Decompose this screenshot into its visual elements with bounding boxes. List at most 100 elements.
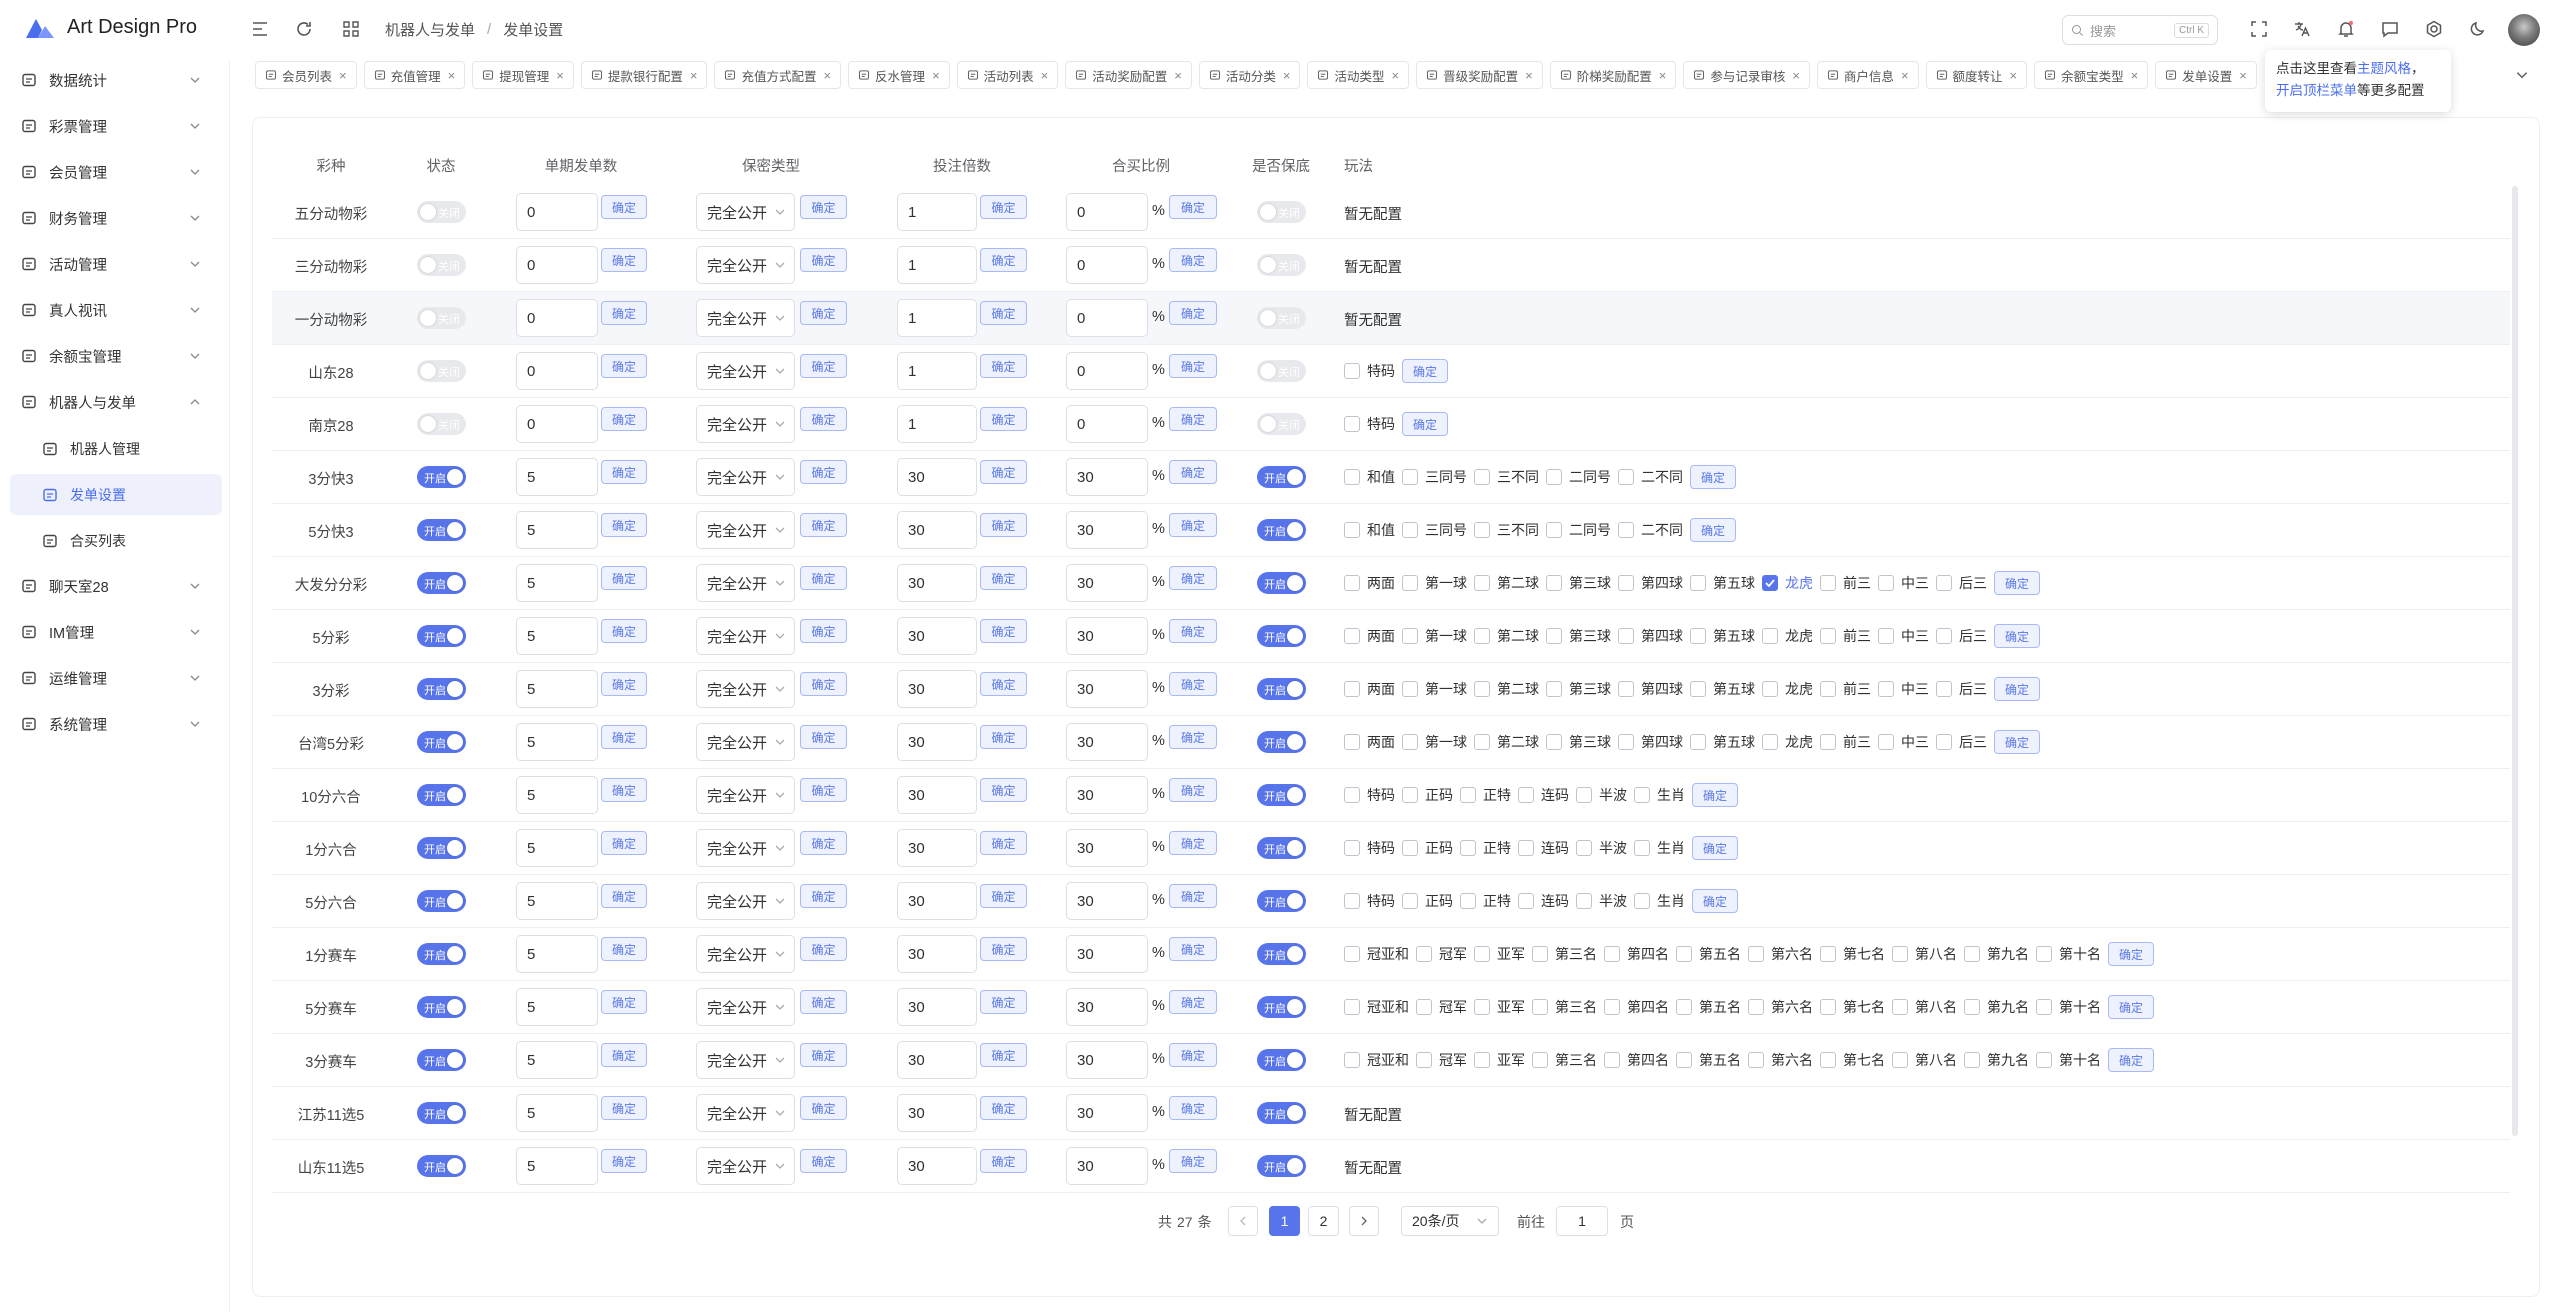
tab[interactable]: 充值管理 ×	[363, 61, 466, 89]
tab-close[interactable]: ×	[1525, 67, 1533, 83]
tab-close[interactable]: ×	[2239, 67, 2247, 83]
icon-path	[861, 73, 867, 77]
tab-close[interactable]: ×	[1658, 67, 1667, 83]
menu-item[interactable]: IM管理	[0, 612, 229, 652]
page-button[interactable]: 1	[1269, 1206, 1300, 1236]
scrollbar	[2512, 186, 2518, 1136]
notice-icon[interactable]	[2337, 20, 2355, 38]
fullscreen-icon[interactable]	[2250, 20, 2268, 38]
chevron	[190, 307, 200, 313]
tab-close[interactable]: ×	[1174, 67, 1182, 83]
tooltip-link[interactable]: 主题风格	[2357, 61, 2411, 76]
tab-close[interactable]: ×	[1040, 67, 1049, 83]
chevron	[190, 261, 200, 267]
menu-item[interactable]: 彩票管理	[0, 106, 229, 146]
goto-suffix: 页	[1620, 1214, 1634, 1230]
icon	[22, 717, 36, 731]
icon-path	[1427, 70, 1438, 80]
icon-path	[22, 73, 36, 87]
chat-icon[interactable]	[2381, 20, 2399, 38]
tab-label: 会员列表	[282, 69, 333, 84]
menu-icon	[21, 210, 37, 226]
menu-item[interactable]: 活动管理	[0, 244, 229, 284]
submenu-item[interactable]: 机器人管理	[10, 428, 222, 469]
tab-close[interactable]: ×	[823, 67, 832, 83]
menu-icon[interactable]	[251, 20, 269, 38]
menu-item[interactable]: 机器人与发单	[0, 382, 229, 422]
avatar[interactable]	[2508, 14, 2540, 46]
tab[interactable]: 参与记录审核 ×	[1683, 61, 1810, 89]
menu-arrow	[189, 580, 201, 592]
refresh-icon[interactable]	[295, 20, 313, 38]
tab[interactable]: 余额宝类型 ×	[2034, 61, 2149, 89]
tab-label: 充值管理	[390, 69, 441, 84]
menu-item[interactable]: 会员管理	[0, 152, 229, 192]
tab-close[interactable]: ×	[339, 67, 347, 83]
tooltip-link[interactable]: 开启顶栏菜单	[2276, 83, 2357, 98]
icon-path	[1321, 73, 1326, 77]
icon-path	[2430, 25, 2438, 33]
grid-icon[interactable]	[342, 20, 360, 38]
tab-close[interactable]: ×	[556, 67, 564, 83]
tab[interactable]: 商户信息 ×	[1816, 61, 1919, 89]
menu-arrow	[189, 166, 201, 178]
menu-arrow	[189, 672, 201, 684]
menu-item[interactable]: 财务管理	[0, 198, 229, 238]
tab[interactable]: 活动奖励配置 ×	[1065, 61, 1192, 89]
menu-icon	[21, 164, 37, 180]
tab-close[interactable]: ×	[2009, 67, 2018, 83]
tab-close[interactable]: ×	[932, 67, 940, 83]
chevron	[190, 675, 200, 681]
menu-item[interactable]: 系统管理	[0, 704, 229, 744]
tabs-more[interactable]	[2515, 68, 2529, 82]
icon-path	[374, 70, 385, 80]
menu-icon	[21, 256, 37, 272]
menu-item[interactable]: 真人视讯	[0, 290, 229, 330]
prev-button[interactable]	[1228, 1206, 1258, 1236]
content-card	[252, 117, 2540, 1297]
tab[interactable]: 活动分类 ×	[1198, 61, 1301, 89]
tab[interactable]: 充值方式配置 ×	[714, 61, 842, 89]
tab-close[interactable]: ×	[2130, 67, 2139, 83]
search-box[interactable]: 搜索 Ctrl K	[2062, 15, 2218, 45]
chevron	[190, 583, 200, 589]
tab[interactable]: 活动列表 ×	[956, 61, 1059, 89]
language-icon[interactable]	[2293, 20, 2311, 38]
next-button[interactable]	[1349, 1206, 1379, 1236]
icon	[1427, 70, 1438, 80]
icon-path	[2251, 21, 2267, 37]
theme-icon[interactable]	[2469, 20, 2487, 38]
icon	[22, 211, 36, 225]
tab[interactable]: 提现管理 ×	[472, 61, 574, 89]
menu-item[interactable]: 运维管理	[0, 658, 229, 698]
tab-close[interactable]: ×	[1900, 67, 1909, 83]
menu-label: 活动管理	[49, 257, 107, 274]
tab[interactable]: 额度转让 ×	[1925, 61, 2028, 89]
menu-item[interactable]: 聊天室28	[0, 566, 229, 606]
icon-path	[22, 349, 36, 363]
tab[interactable]: 发单设置 ×	[2155, 61, 2257, 89]
tab-label: 发单设置	[2182, 69, 2233, 84]
menu-arrow	[189, 626, 201, 638]
tab-close[interactable]: ×	[1282, 67, 1291, 83]
tab-close[interactable]: ×	[447, 67, 456, 83]
tab[interactable]: 反水管理 ×	[848, 61, 950, 89]
tab[interactable]: 会员列表 ×	[255, 61, 357, 89]
tab[interactable]: 活动类型 ×	[1307, 61, 1410, 89]
tab-close[interactable]: ×	[689, 67, 698, 83]
tab[interactable]: 阶梯奖励配置 ×	[1549, 61, 1677, 89]
tab[interactable]: 晋级奖励配置 ×	[1416, 61, 1543, 89]
tab-close[interactable]: ×	[1792, 67, 1800, 83]
page-button[interactable]: 2	[1308, 1206, 1339, 1236]
submenu-item[interactable]: 发单设置	[10, 474, 222, 515]
tab-close[interactable]: ×	[1391, 67, 1400, 83]
menu-item[interactable]: 余额宝管理	[0, 336, 229, 376]
submenu-item[interactable]: 合买列表	[10, 520, 222, 561]
menu-icon	[21, 302, 37, 318]
icon	[43, 488, 57, 501]
goto-input[interactable]: 1	[1556, 1206, 1608, 1236]
page-size-select[interactable]: 20条/页	[1401, 1206, 1499, 1236]
menu-item[interactable]: 数据统计	[0, 60, 229, 100]
settings-icon[interactable]	[2425, 20, 2443, 38]
tab[interactable]: 提款银行配置 ×	[580, 61, 708, 89]
